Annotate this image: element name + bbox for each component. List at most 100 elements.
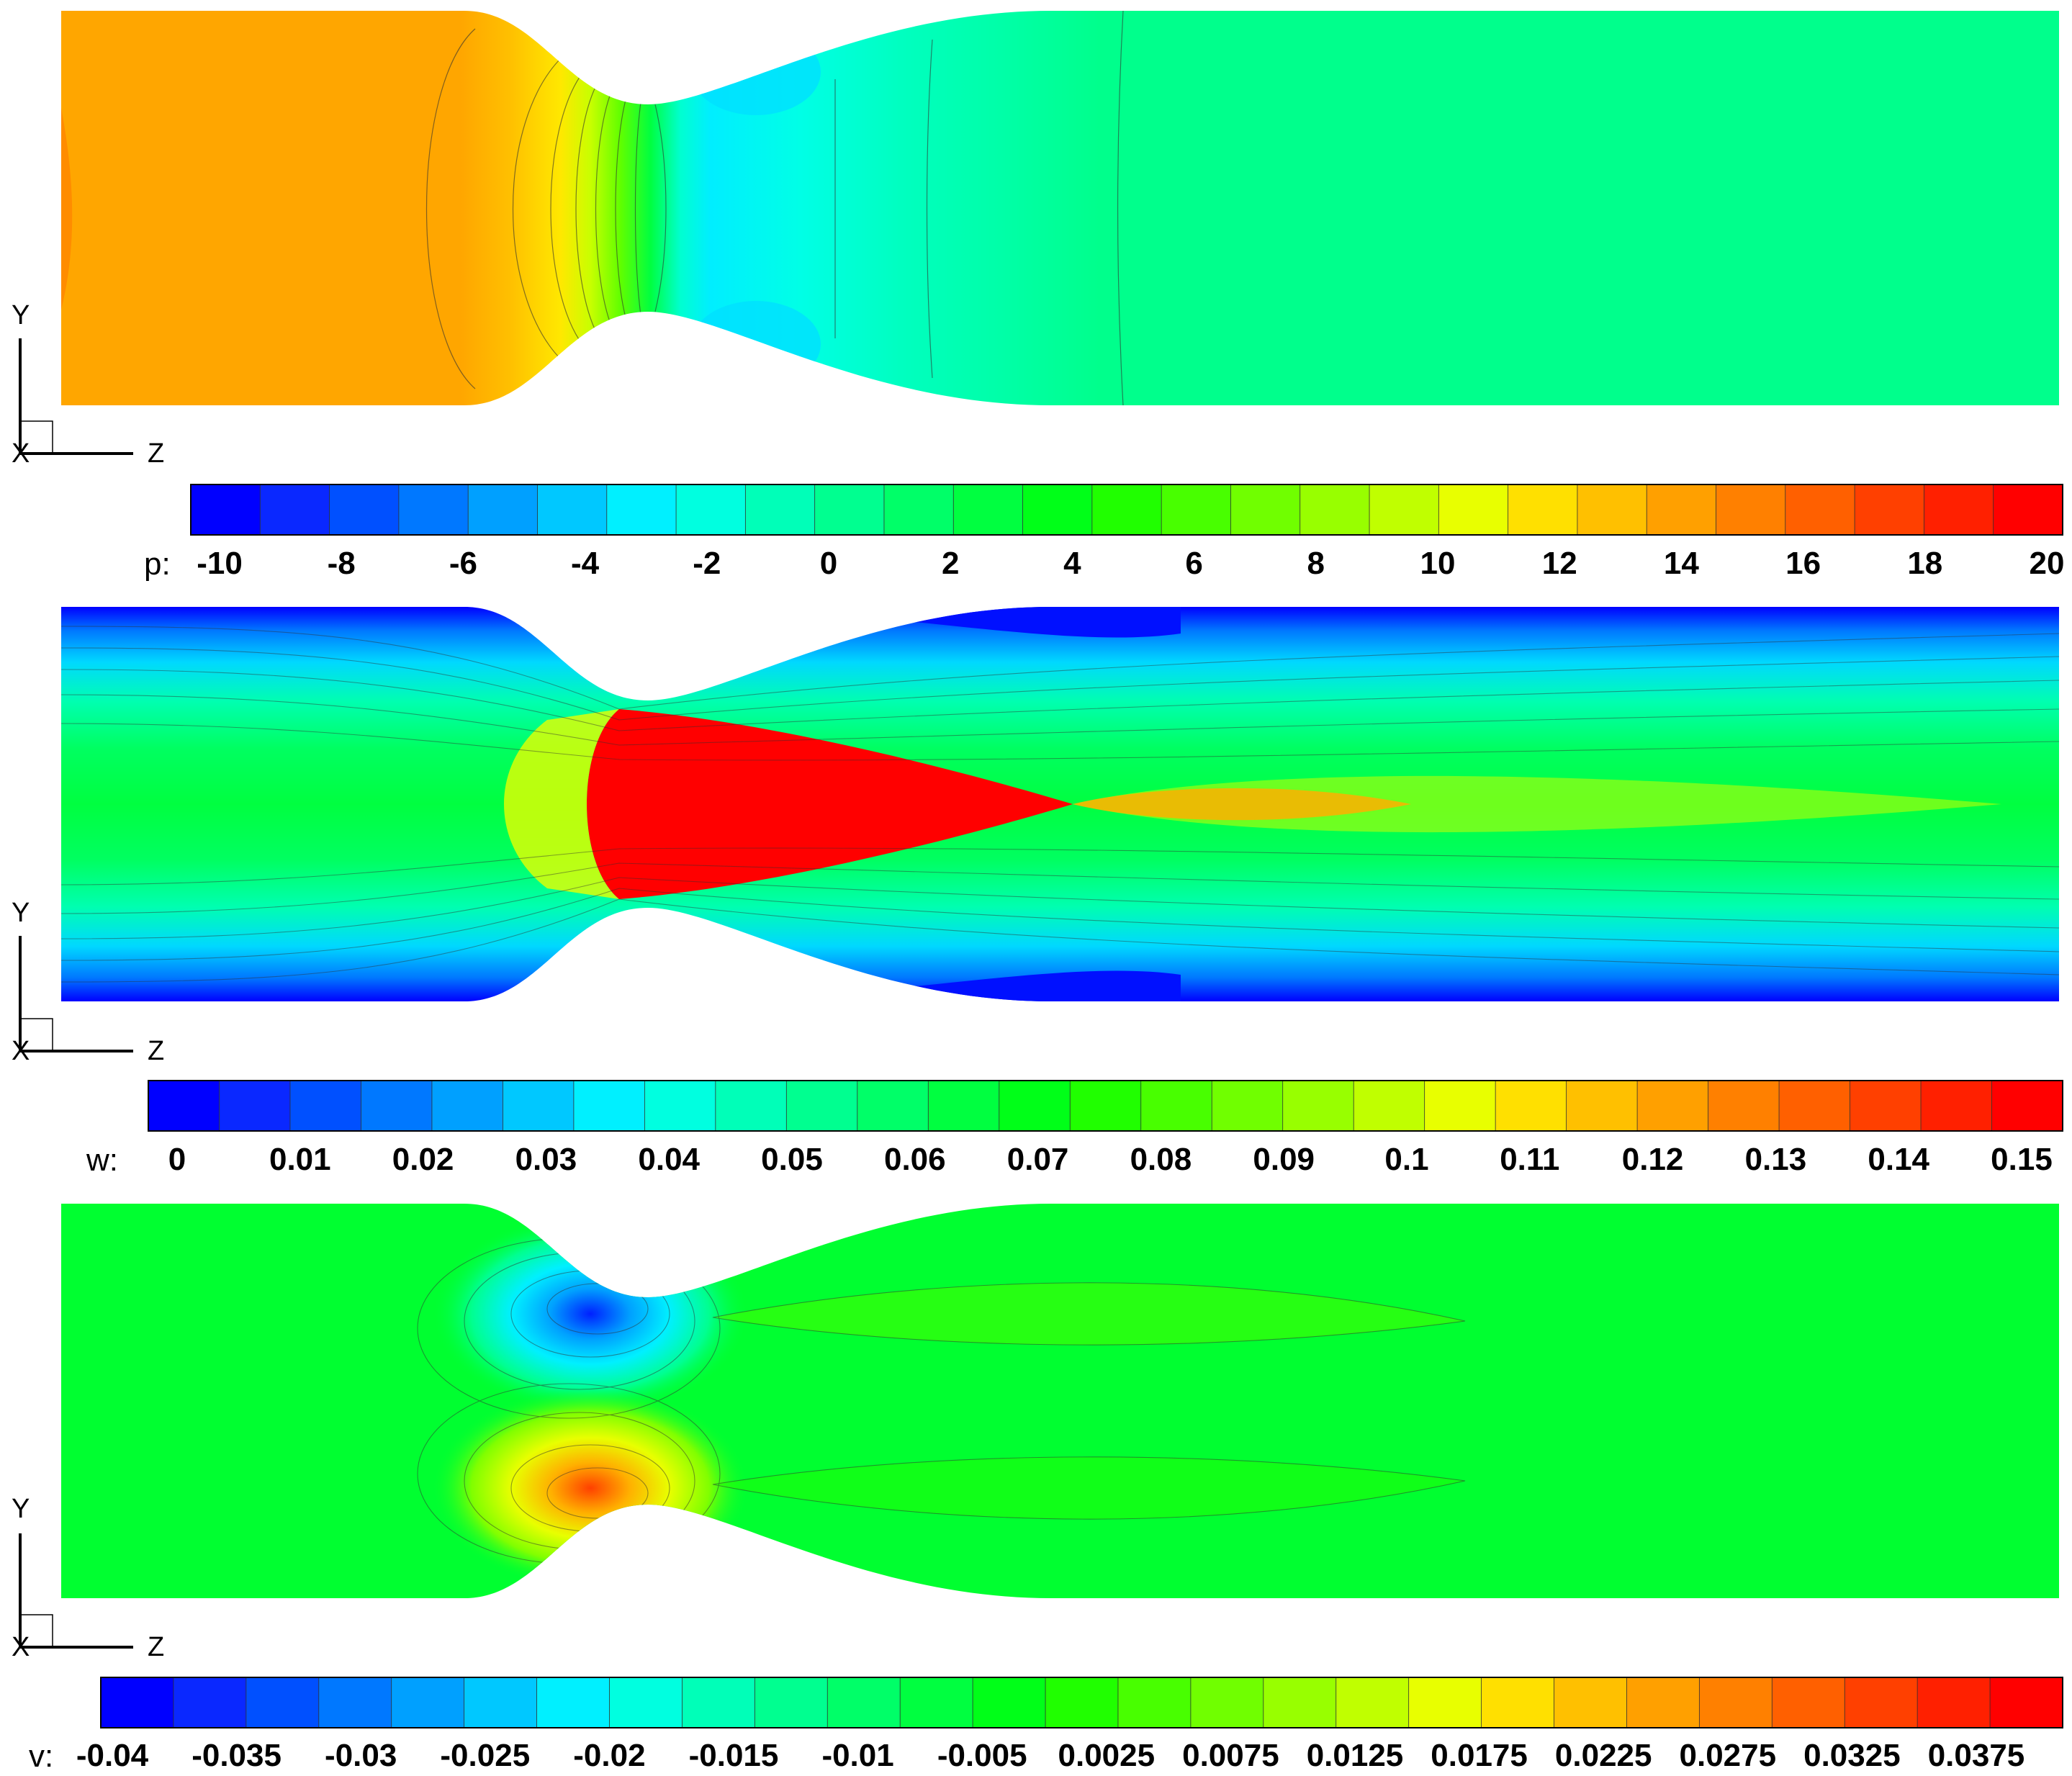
legend-tick-label: -0.02 xyxy=(573,1738,645,1773)
legend-tick-label: -8 xyxy=(328,546,356,581)
legend-swatch xyxy=(1785,484,1856,536)
legend-tick-label: 0 xyxy=(168,1142,186,1177)
legend-tick-label: -10 xyxy=(197,546,243,581)
legend-swatch xyxy=(952,484,1024,536)
z-axis-label: Z xyxy=(148,1632,164,1662)
legend-tick-label: 4 xyxy=(1063,546,1081,581)
legend-swatch xyxy=(927,1080,1000,1132)
legend-swatch xyxy=(1408,1677,1482,1728)
radial-velocity-legend-variable: v: xyxy=(29,1739,53,1774)
legend-swatch xyxy=(1508,484,1578,536)
axial-velocity-legend-variable: w: xyxy=(86,1142,118,1178)
legend-swatch xyxy=(318,1677,392,1728)
legend-tick-label: 0.0275 xyxy=(1680,1738,1777,1773)
pressure-inlet-high-zone xyxy=(61,108,73,310)
legend-tick-label: 0.04 xyxy=(638,1142,700,1177)
legend-tick-label: -4 xyxy=(571,546,600,581)
legend-swatch xyxy=(1481,1677,1555,1728)
legend-swatch xyxy=(1993,484,2063,536)
legend-swatch xyxy=(467,484,539,536)
legend-swatch xyxy=(814,484,885,536)
legend-swatch xyxy=(1045,1677,1119,1728)
legend-swatch xyxy=(537,484,608,536)
legend-swatch xyxy=(1353,1080,1425,1132)
legend-swatch xyxy=(1991,1080,2064,1132)
legend-tick-label: 10 xyxy=(1420,546,1456,581)
legend-tick-label: 0.11 xyxy=(1500,1142,1559,1177)
axial-velocity-contour-panel xyxy=(61,607,2059,1001)
legend-swatch xyxy=(1626,1677,1701,1728)
legend-swatch xyxy=(259,484,330,536)
legend-tick-label: -6 xyxy=(449,546,477,581)
legend-swatch xyxy=(883,484,955,536)
legend-swatch xyxy=(1844,1677,1919,1728)
legend-swatch xyxy=(1850,1080,1922,1132)
radial-velocity-color-legend: -0.04 -0.035 -0.03 -0.025 -0.02 -0.015 -0.01 -0… xyxy=(76,1677,2064,1773)
legend-tick-label: 8 xyxy=(1307,546,1325,581)
pressure-color-legend: -10 -8 -6 -4 -2 0 2 4 6 8 10 12 14 16 18 20 xyxy=(190,484,2065,581)
legend-swatch xyxy=(606,484,677,536)
legend-swatch xyxy=(1335,1677,1410,1728)
legend-swatch xyxy=(464,1677,538,1728)
legend-frame xyxy=(190,484,2063,536)
wake-band-bottom xyxy=(713,1456,1465,1520)
legend-swatch xyxy=(1916,1677,1991,1728)
legend-swatch xyxy=(1369,484,1440,536)
legend-swatch xyxy=(609,1677,683,1728)
legend-tick-label: 6 xyxy=(1185,546,1202,581)
y-axis-label: Y xyxy=(12,898,30,928)
legend-swatch xyxy=(1708,1080,1780,1132)
legend-swatch xyxy=(1854,484,1925,536)
legend-swatch xyxy=(289,1080,362,1132)
wake-band-top xyxy=(713,1282,1465,1345)
legend-tick-label: 0.0225 xyxy=(1555,1738,1652,1773)
legend-swatch xyxy=(431,1080,504,1132)
legend-tick-label: -2 xyxy=(693,546,721,581)
legend-tick-label: -0.025 xyxy=(440,1738,530,1773)
legend-swatch xyxy=(1924,484,1994,536)
legend-tick-label: 0.05 xyxy=(761,1142,823,1177)
pressure-contour-panel xyxy=(61,11,2059,405)
legend-swatch xyxy=(148,1080,220,1132)
legend-swatch xyxy=(219,1080,291,1132)
legend-swatch xyxy=(644,1080,716,1132)
legend-tick-label: 16 xyxy=(1785,546,1821,581)
axis-triad-2 xyxy=(19,936,133,1052)
legend-tick-label: 0.02 xyxy=(392,1142,454,1177)
legend-tick-label: -0.01 xyxy=(821,1738,893,1773)
legend-tick-label: 0 xyxy=(820,546,837,581)
legend-tick-label: 14 xyxy=(1664,546,1699,581)
legend-swatch xyxy=(573,1080,646,1132)
legend-swatch xyxy=(1299,484,1371,536)
legend-swatch xyxy=(1716,484,1786,536)
jet-tail-core xyxy=(1073,788,1411,821)
legend-tick-label: 0.15 xyxy=(1991,1142,2053,1177)
legend-swatch xyxy=(1698,1677,1773,1728)
legend-swatch xyxy=(1771,1677,1846,1728)
legend-swatch xyxy=(1646,484,1717,536)
legend-swatch xyxy=(1577,484,1648,536)
legend-swatch xyxy=(1636,1080,1709,1132)
legend-tick-label: 0.0125 xyxy=(1307,1738,1404,1773)
legend-swatch xyxy=(398,484,469,536)
x-axis-box xyxy=(19,420,53,454)
legend-swatch xyxy=(682,1677,756,1728)
legend-swatch xyxy=(1230,484,1301,536)
legend-frame xyxy=(148,1080,2063,1132)
legend-tick-label: 0.06 xyxy=(884,1142,946,1177)
legend-swatch xyxy=(100,1677,174,1728)
legend-tick-label: -0.04 xyxy=(76,1738,149,1773)
x-axis-label: X xyxy=(12,438,30,469)
legend-swatch xyxy=(1554,1677,1628,1728)
axial-velocity-contour-lines xyxy=(61,626,2059,983)
pressure-contour-lines xyxy=(426,11,1124,405)
x-axis-label: X xyxy=(12,1632,30,1662)
radial-velocity-contour-lines xyxy=(417,1238,1466,1564)
legend-swatch xyxy=(1438,484,1509,536)
legend-swatch xyxy=(329,484,400,536)
legend-tick-label: 0.09 xyxy=(1253,1142,1315,1177)
legend-swatch xyxy=(173,1677,247,1728)
legend-swatch xyxy=(999,1080,1071,1132)
legend-tick-label: 20 xyxy=(2030,546,2065,581)
legend-frame xyxy=(100,1677,2063,1728)
